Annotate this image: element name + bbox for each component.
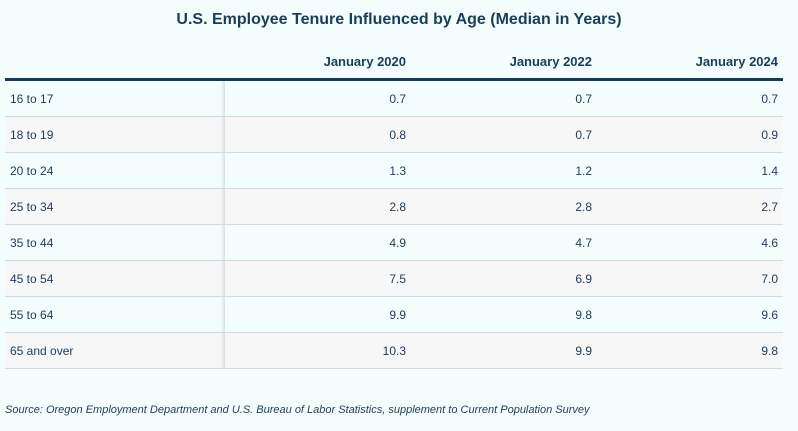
table-cell: 1.4 <box>597 152 783 189</box>
table-row: 55 to 64 9.9 9.8 9.6 <box>5 296 783 333</box>
table-title: U.S. Employee Tenure Influenced by Age (… <box>176 11 622 28</box>
table-row: 20 to 24 1.3 1.2 1.4 <box>5 152 783 189</box>
table-cell: 2.8 <box>225 188 411 225</box>
data-table: January 2020 January 2022 January 2024 16 … <box>5 44 783 369</box>
table-cell: 0.7 <box>411 116 597 153</box>
row-label: 35 to 44 <box>5 224 225 261</box>
table-cell: 9.8 <box>411 296 597 333</box>
row-label: 18 to 19 <box>5 116 225 153</box>
table-cell: 2.7 <box>597 188 783 225</box>
table-cell: 7.5 <box>225 260 411 297</box>
table-cell: 4.6 <box>597 224 783 261</box>
table-cell: 0.7 <box>411 79 597 117</box>
column-header: January 2022 <box>411 44 597 81</box>
table-cell: 7.0 <box>597 260 783 297</box>
source-note: Source: Oregon Employment Department and… <box>5 404 590 416</box>
row-label: 65 and over <box>5 332 225 369</box>
table-cell: 9.8 <box>597 332 783 369</box>
table-cell: 2.8 <box>411 188 597 225</box>
table-cell: 1.3 <box>225 152 411 189</box>
row-label: 25 to 34 <box>5 188 225 225</box>
column-header: January 2024 <box>597 44 783 81</box>
column-header: January 2020 <box>225 44 411 81</box>
table-cell: 0.9 <box>597 116 783 153</box>
table-cell: 1.2 <box>411 152 597 189</box>
table-cell: 0.7 <box>597 79 783 117</box>
table-row: 45 to 54 7.5 6.9 7.0 <box>5 260 783 297</box>
row-label: 16 to 17 <box>5 79 225 117</box>
table-row: 25 to 34 2.8 2.8 2.7 <box>5 188 783 225</box>
table-cell: 6.9 <box>411 260 597 297</box>
table-cell: 9.9 <box>411 332 597 369</box>
table-cell: 10.3 <box>225 332 411 369</box>
table-cell: 4.7 <box>411 224 597 261</box>
table-cell: 0.7 <box>225 79 411 117</box>
table-body: 16 to 17 0.7 0.7 0.7 18 to 19 0.8 0.7 0.9 20 to … <box>5 79 783 369</box>
table-cell: 4.9 <box>225 224 411 261</box>
header-row: January 2020 January 2022 January 2024 <box>5 44 783 81</box>
column-header <box>5 44 225 81</box>
row-label: 55 to 64 <box>5 296 225 333</box>
table-cell: 0.8 <box>225 116 411 153</box>
table-cell: 9.6 <box>597 296 783 333</box>
row-label: 45 to 54 <box>5 260 225 297</box>
table-row: 18 to 19 0.8 0.7 0.9 <box>5 116 783 153</box>
table-row: 35 to 44 4.9 4.7 4.6 <box>5 224 783 261</box>
table-row: 65 and over 10.3 9.9 9.8 <box>5 332 783 369</box>
row-label: 20 to 24 <box>5 152 225 189</box>
table-cell: 9.9 <box>225 296 411 333</box>
table-row: 16 to 17 0.7 0.7 0.7 <box>5 79 783 117</box>
